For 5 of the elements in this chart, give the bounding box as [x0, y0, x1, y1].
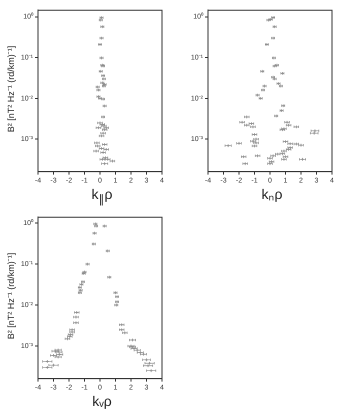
y-axis-title: B² [nT² Hz⁻¹ (rd/km)⁻¹] — [5, 44, 17, 134]
x-axis-title: kᵥρ — [91, 393, 113, 409]
y-axis-title: B² [nT² Hz⁻¹ (rd/km)⁻¹] — [5, 252, 17, 342]
x-axis-title: k$_{∥}$ρ — [90, 186, 114, 208]
x-axis-title: kₙρ — [260, 186, 284, 202]
